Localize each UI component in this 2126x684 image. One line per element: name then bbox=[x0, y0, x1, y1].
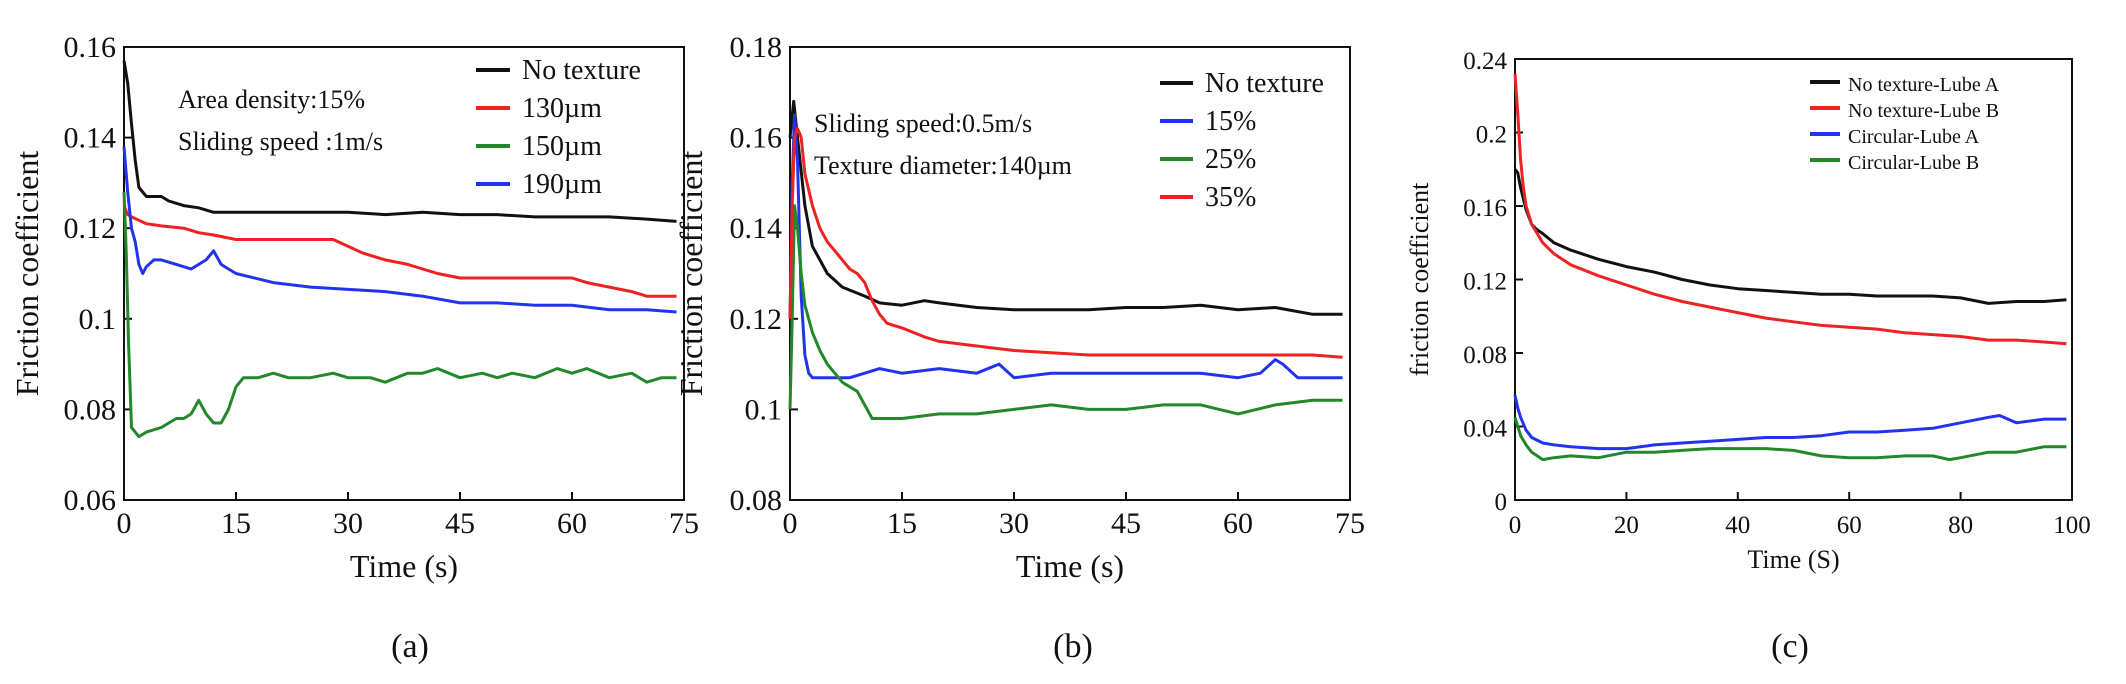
x-tick-label: 30 bbox=[333, 507, 363, 540]
series-line-green bbox=[788, 204, 1343, 420]
y-tick-label: 0.16 bbox=[64, 31, 117, 64]
y-tick-label: 0.2 bbox=[1476, 122, 1507, 149]
x-tick-label: 30 bbox=[999, 507, 1029, 540]
panel-label: (c) bbox=[1771, 628, 1809, 665]
series-line-black bbox=[788, 99, 1343, 316]
legend-label: 190µm bbox=[522, 169, 602, 200]
y-axis-title: friction coefficient bbox=[1405, 182, 1434, 376]
y-axis-title: Friction coefficient bbox=[9, 151, 45, 397]
x-tick-label: 0 bbox=[783, 507, 798, 540]
y-axis-title: Friction coefficient bbox=[673, 151, 709, 397]
x-axis-title: Time (S) bbox=[1747, 545, 1839, 574]
series-line-blue bbox=[122, 146, 677, 314]
series-line-red bbox=[788, 127, 1343, 359]
panel-label: (b) bbox=[1053, 628, 1093, 665]
x-tick-label: 0 bbox=[117, 507, 132, 540]
y-tick-label: 0.04 bbox=[1463, 416, 1507, 443]
x-tick-label: 60 bbox=[1837, 512, 1862, 539]
x-tick-label: 45 bbox=[445, 507, 475, 540]
x-tick-label: 80 bbox=[1948, 512, 1973, 539]
x-tick-label: 60 bbox=[1223, 507, 1253, 540]
series-line-green bbox=[122, 191, 677, 439]
x-tick-label: 40 bbox=[1725, 512, 1750, 539]
y-tick-label: 0.14 bbox=[64, 122, 117, 155]
legend-label: No texture-Lube A bbox=[1848, 74, 2000, 96]
y-tick-label: 0.08 bbox=[1463, 342, 1507, 369]
series-line-black bbox=[122, 60, 677, 223]
y-tick-label: 0.06 bbox=[64, 484, 117, 517]
legend-label: 35% bbox=[1205, 182, 1256, 213]
y-tick-label: 0.1 bbox=[79, 303, 117, 336]
y-tick-label: 0.1 bbox=[745, 393, 783, 426]
y-tick-label: 0.16 bbox=[730, 122, 783, 155]
x-axis-title: Time (s) bbox=[350, 548, 458, 584]
y-tick-label: 0.18 bbox=[730, 31, 783, 64]
y-tick-label: 0.08 bbox=[730, 484, 783, 517]
legend-label: No texture-Lube B bbox=[1848, 100, 1999, 122]
y-tick-label: 0.12 bbox=[730, 303, 783, 336]
annotation-text: Sliding speed :1m/s bbox=[178, 127, 383, 156]
legend-label: 25% bbox=[1205, 144, 1256, 175]
x-tick-label: 45 bbox=[1111, 507, 1141, 540]
x-tick-label: 20 bbox=[1614, 512, 1639, 539]
x-tick-label: 100 bbox=[2053, 512, 2091, 539]
annotation-text: Area density:15% bbox=[178, 85, 365, 114]
x-tick-label: 60 bbox=[557, 507, 587, 540]
y-tick-label: 0 bbox=[1495, 489, 1508, 516]
series-line-blue bbox=[788, 113, 1343, 380]
annotation-text: Texture diameter:140µm bbox=[814, 151, 1072, 180]
chart-panel-c: 0 0.04 0.08 0.12 0.16 0.2 0.24 0 20 40 60 80 100 Time… bbox=[1405, 48, 2091, 665]
plot-frame bbox=[1514, 58, 2073, 501]
x-tick-label: 15 bbox=[221, 507, 251, 540]
series-line-red bbox=[1513, 73, 2067, 346]
legend-label: Circular-Lube A bbox=[1848, 126, 1980, 148]
x-tick-label: 0 bbox=[1509, 512, 1522, 539]
legend-label: Circular-Lube B bbox=[1848, 152, 1979, 174]
x-tick-label: 75 bbox=[669, 507, 699, 540]
y-tick-label: 0.12 bbox=[1463, 269, 1507, 296]
annotation-text: Sliding speed:0.5m/s bbox=[814, 109, 1032, 138]
legend: No texture-Lube A No texture-Lube B Circul… bbox=[1810, 74, 2000, 174]
plot-frame bbox=[123, 46, 685, 501]
x-tick-label: 75 bbox=[1335, 507, 1365, 540]
series-line-red bbox=[122, 205, 677, 298]
y-tick-label: 0.12 bbox=[64, 212, 117, 245]
chart-panel-b: 0.08 0.1 0.12 0.14 0.16 0.18 0 15 30 45 60 75 Time (… bbox=[673, 31, 1365, 665]
legend-label: No texture bbox=[1205, 68, 1324, 99]
chart-panel-a: 0.06 0.08 0.1 0.12 0.14 0.16 0 15 30 45 60 75 Time (… bbox=[9, 31, 699, 665]
legend-label: 150µm bbox=[522, 131, 602, 162]
x-axis-title: Time (s) bbox=[1016, 548, 1124, 584]
y-tick-label: 0.16 bbox=[1463, 195, 1507, 222]
legend-label: No texture bbox=[522, 55, 641, 86]
y-tick-label: 0.14 bbox=[730, 212, 783, 245]
x-tick-label: 15 bbox=[887, 507, 917, 540]
y-tick-label: 0.08 bbox=[64, 393, 117, 426]
panel-label: (a) bbox=[391, 628, 429, 665]
legend: No texture 15% 25% 35% bbox=[1160, 68, 1324, 213]
y-tick-label: 0.24 bbox=[1463, 48, 1507, 75]
legend-label: 130µm bbox=[522, 93, 602, 124]
series-line-black bbox=[1513, 168, 2067, 305]
legend-label: 15% bbox=[1205, 106, 1256, 137]
series-line-green bbox=[1513, 416, 2067, 462]
series-line-blue bbox=[1513, 394, 2067, 451]
legend: No texture 130µm 150µm 190µm bbox=[476, 55, 641, 200]
